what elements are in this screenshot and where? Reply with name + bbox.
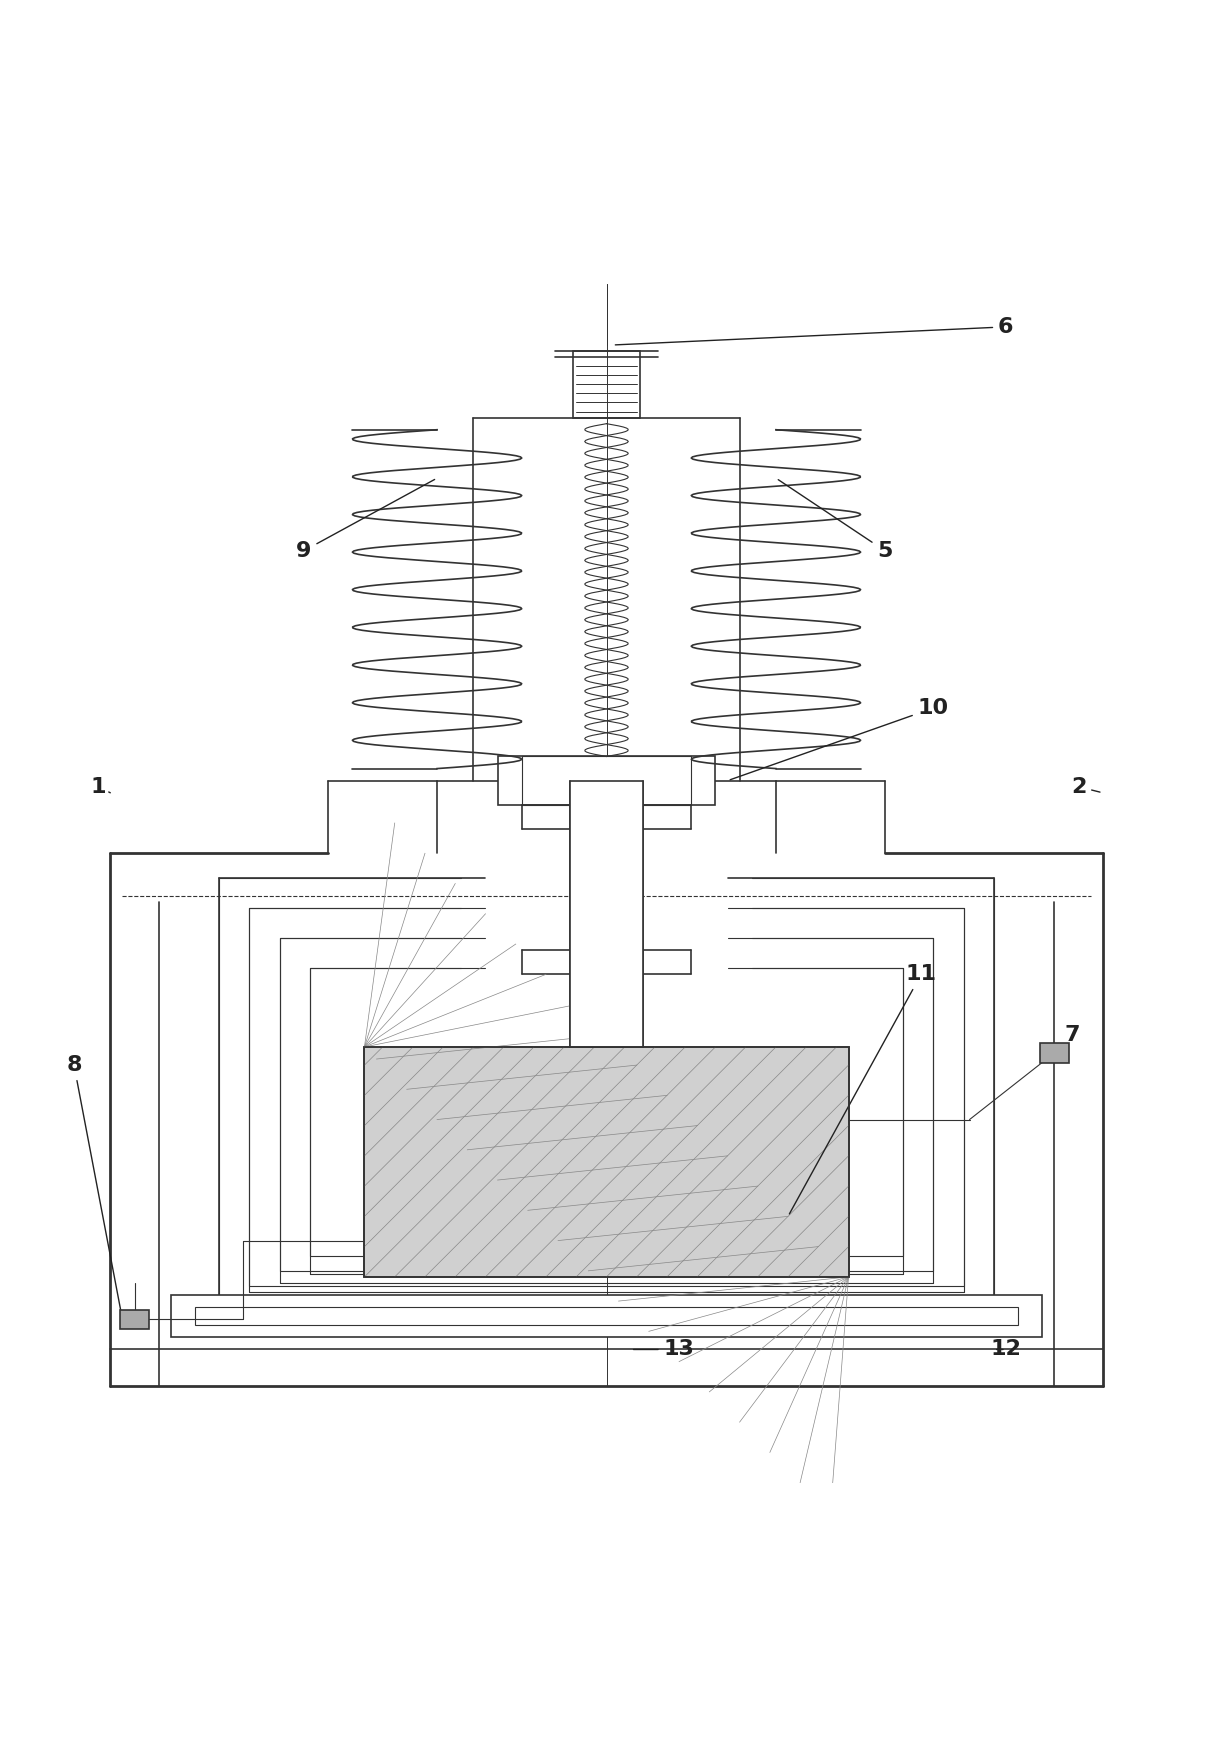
Bar: [171, 1295, 1042, 1337]
Bar: [497, 756, 716, 806]
Text: 10: 10: [730, 698, 949, 779]
Text: 8: 8: [67, 1055, 121, 1316]
Text: 9: 9: [296, 479, 434, 562]
Text: 5: 5: [779, 479, 893, 562]
Bar: [570, 781, 643, 1048]
Text: 12: 12: [991, 1339, 1021, 1360]
Bar: [364, 1048, 849, 1278]
Bar: [364, 1048, 849, 1278]
Bar: [574, 351, 639, 418]
Bar: [195, 1307, 1018, 1325]
Text: 7: 7: [1065, 1025, 1081, 1049]
Text: 13: 13: [633, 1339, 695, 1360]
Text: 6: 6: [615, 318, 1014, 346]
Text: 11: 11: [790, 963, 936, 1214]
Bar: [522, 756, 691, 806]
Text: 1: 1: [91, 777, 110, 797]
Text: 2: 2: [1071, 777, 1100, 797]
Bar: [120, 1309, 149, 1329]
Bar: [1040, 1042, 1069, 1064]
